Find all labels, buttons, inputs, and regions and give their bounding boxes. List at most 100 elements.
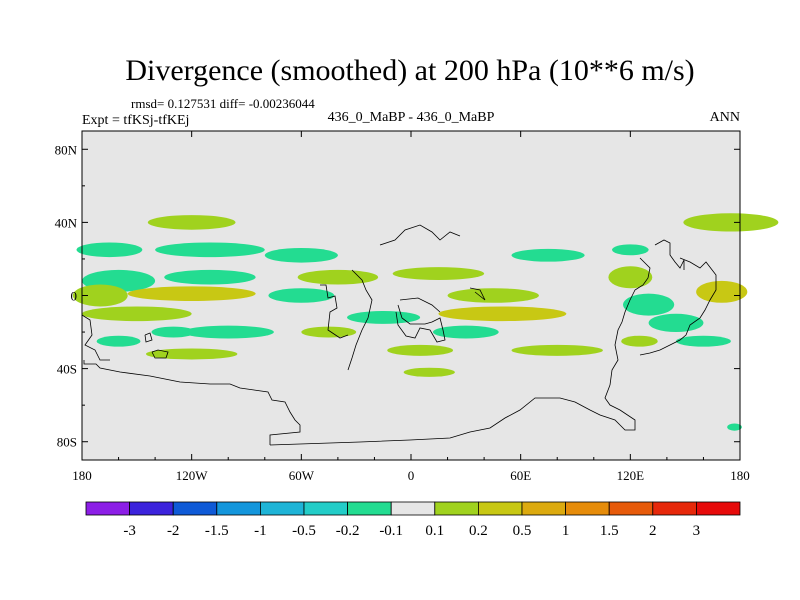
coastline-antarctica-east <box>269 384 636 446</box>
colorbar-label: 1 <box>562 523 570 539</box>
colorbar-label: -1 <box>254 523 267 539</box>
x-tick-label: 0 <box>408 468 415 483</box>
contour-blob-4 <box>264 247 338 263</box>
coastline-island-b <box>144 332 153 343</box>
x-tick-label: 60E <box>510 468 531 483</box>
x-tick-label: 180 <box>72 468 92 483</box>
colorbar-swatch <box>565 501 610 516</box>
colorbar-swatch <box>390 501 436 516</box>
colorbar-swatch <box>347 501 392 516</box>
contour-blob-28 <box>387 344 454 356</box>
coastline-arabia <box>469 287 486 301</box>
contour-blob-0 <box>683 213 779 232</box>
contour-blob-2 <box>76 242 143 258</box>
contour-blob-32 <box>403 367 455 377</box>
x-tick-label: 60W <box>289 468 315 483</box>
y-axis: 80N 40N 0 40S 80S <box>55 142 740 450</box>
colorbar-label: 0.2 <box>469 523 488 539</box>
contour-blob-21 <box>182 325 274 339</box>
colorbar-label: -3 <box>123 523 136 539</box>
contour-blob-14 <box>447 288 539 303</box>
y-tick-label: 40N <box>55 215 78 230</box>
contour-blob-31 <box>145 348 238 360</box>
colorbar-label: -0.2 <box>336 523 360 539</box>
contour-blob-24 <box>151 326 196 338</box>
contour-blob-27 <box>301 326 357 338</box>
contour-blob-20 <box>347 311 421 324</box>
chart-title: Divergence (smoothed) at 200 hPa (10**6 … <box>125 54 694 87</box>
colorbar-label: -0.5 <box>292 523 316 539</box>
colorbar-swatch <box>216 501 261 516</box>
contour-blob-13 <box>127 286 256 301</box>
divergence-contours <box>72 213 779 431</box>
colorbar-label: 3 <box>693 523 701 539</box>
colorbar-label: 2 <box>649 523 657 539</box>
contour-blob-25 <box>96 335 141 347</box>
contour-blob-7 <box>297 269 379 285</box>
coastline-europe <box>399 297 441 313</box>
contour-blob-3 <box>155 242 265 258</box>
colorbar-label: 1.5 <box>600 523 619 539</box>
contour-blob-9 <box>608 266 653 289</box>
stats-label: rmsd= 0.127531 diff= -0.00236044 <box>131 96 315 111</box>
coastline-asia-west <box>609 257 651 386</box>
experiment-label: Expt = tfKSj-tfKEj <box>82 113 189 128</box>
x-tick-label: 120W <box>176 468 209 483</box>
coastline-island-a <box>81 314 110 361</box>
colorbar-swatch <box>521 501 566 516</box>
coastline-americas <box>320 284 349 339</box>
y-tick-label: 80S <box>57 435 77 450</box>
colorbar-swatch <box>303 501 348 516</box>
contour-blob-8 <box>392 267 485 280</box>
coastline-south-america <box>347 269 373 371</box>
y-tick-label: 80N <box>55 142 78 157</box>
contour-blob-19 <box>623 293 675 316</box>
x-axis: 180 120W 60W 0 60E 120E 180 <box>72 131 750 483</box>
contour-blob-22 <box>432 325 499 339</box>
colorbar-swatch <box>477 501 523 516</box>
colorbar-label: 0.1 <box>425 523 444 539</box>
contour-blob-6 <box>612 244 649 256</box>
colorbar-swatch <box>652 501 697 516</box>
coastline-africa <box>395 304 446 343</box>
colorbar-label: -1.5 <box>205 523 229 539</box>
colorbar-swatch <box>129 501 174 516</box>
y-tick-label: 40S <box>57 362 77 377</box>
contour-blob-1 <box>147 215 236 230</box>
contour-blob-23 <box>648 313 704 333</box>
coastline-island-c <box>151 349 169 359</box>
contour-blob-18 <box>438 306 567 322</box>
colorbar-label: -0.1 <box>379 523 403 539</box>
coastline-antarctica <box>83 360 301 445</box>
contour-blob-15 <box>696 280 748 303</box>
contour-blob-17 <box>82 306 192 322</box>
y-tick-label: 0 <box>71 289 78 304</box>
colorbar-label: -2 <box>167 523 180 539</box>
colorbar-swatch <box>434 501 479 516</box>
x-tick-label: 120E <box>617 468 645 483</box>
contour-blob-12 <box>72 284 128 307</box>
x-tick-label: 180 <box>730 468 750 483</box>
contour-blob-33 <box>727 423 742 431</box>
colorbar-swatch <box>696 501 741 516</box>
season-label: ANN <box>710 110 740 125</box>
coastline-australia <box>654 239 685 270</box>
contour-blob-16 <box>268 288 335 303</box>
coastline-north-america <box>379 224 461 246</box>
contour-blob-5 <box>511 248 585 262</box>
colorbar: -3 -2 -1.5 -1 -0.5 -0.2 -0.1 0.1 0.2 0.5 1 1.5 2 3 <box>85 501 741 539</box>
contour-blob-11 <box>164 269 256 285</box>
coastline-asia-east <box>639 257 717 356</box>
plot-area: 180 120W 60W 0 60E 120E 180 80N 40N 0 40S 80S <box>55 130 779 483</box>
colorbar-swatch <box>259 501 305 516</box>
case-label: 436_0_MaBP - 436_0_MaBP <box>328 110 495 125</box>
contour-blob-30 <box>621 335 658 347</box>
contour-blob-29 <box>511 344 603 356</box>
colorbar-swatch <box>85 501 130 516</box>
colorbar-swatch <box>172 501 218 516</box>
colorbar-swatch <box>608 501 654 516</box>
contour-blob-26 <box>676 335 731 347</box>
coastlines <box>81 224 717 446</box>
colorbar-label: 0.5 <box>513 523 532 539</box>
